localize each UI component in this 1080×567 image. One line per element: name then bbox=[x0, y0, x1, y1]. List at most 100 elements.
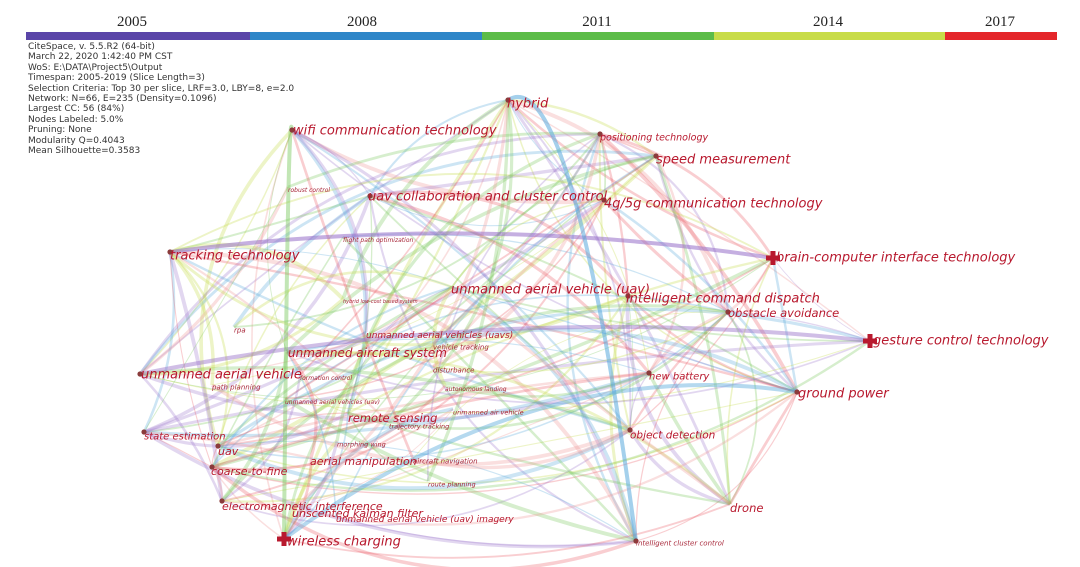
network-edge bbox=[347, 286, 453, 414]
network-edge bbox=[138, 132, 601, 375]
label-autolanding: autonomous landing bbox=[445, 386, 507, 393]
network-edge bbox=[342, 236, 637, 542]
info-line: Modularity Q=0.4043 bbox=[28, 135, 125, 146]
network-edge bbox=[143, 339, 871, 434]
network-edge bbox=[507, 99, 650, 374]
network-edge bbox=[628, 429, 731, 506]
network-edge bbox=[139, 371, 650, 423]
label-aerialmanip: aerial manipulation bbox=[310, 455, 417, 468]
label-uavs: unmanned aerial vehicles (uavs) bbox=[366, 331, 513, 341]
network-edge-strong bbox=[169, 231, 774, 260]
label-trajtrack: trajectory tracking bbox=[389, 422, 449, 430]
network-edge bbox=[284, 155, 657, 400]
network-edge bbox=[143, 431, 213, 468]
network-edge bbox=[726, 257, 774, 505]
network-edge bbox=[221, 408, 454, 505]
network-edge bbox=[286, 330, 367, 356]
network-edge bbox=[142, 251, 176, 433]
network-edge bbox=[211, 371, 650, 469]
network-edge bbox=[635, 391, 798, 542]
label-wireless: wireless charging bbox=[287, 535, 401, 550]
network-edge bbox=[217, 311, 729, 461]
network-edge bbox=[169, 250, 638, 542]
network-edge-strong bbox=[506, 94, 638, 542]
label-aircraftnav: aircraft navigation bbox=[413, 457, 478, 465]
network-edge bbox=[566, 133, 638, 542]
network-edge bbox=[282, 457, 313, 540]
timeline-year-2005: 2005 bbox=[117, 14, 147, 30]
timeline-segment-2011 bbox=[482, 32, 714, 40]
node-wifi bbox=[289, 127, 295, 133]
network-edge bbox=[211, 154, 658, 469]
network-edge bbox=[139, 257, 774, 400]
network-edge bbox=[347, 411, 731, 506]
label-robust: robust control bbox=[288, 187, 330, 194]
network-edge bbox=[625, 295, 732, 506]
network-edge bbox=[347, 311, 729, 430]
network-edge bbox=[728, 391, 799, 505]
citespace-info-panel: CiteSpace, v. 5.5.R2 (64-bit) March 22, 2… bbox=[28, 42, 294, 156]
network-edge bbox=[233, 270, 453, 328]
network-edge bbox=[139, 373, 224, 502]
network-edge bbox=[169, 251, 390, 424]
node-coarse bbox=[209, 464, 215, 470]
network-edge bbox=[432, 311, 729, 374]
node-gesture-burst bbox=[863, 334, 877, 348]
timeline-year-2011: 2011 bbox=[582, 14, 612, 30]
network-edge bbox=[627, 295, 729, 313]
network-edge bbox=[727, 311, 871, 342]
label-emi: electromagnetic interference bbox=[222, 500, 383, 513]
network-edge bbox=[143, 195, 372, 434]
network-edge-strong bbox=[282, 382, 798, 541]
network-edge bbox=[507, 99, 798, 393]
network-edge bbox=[169, 251, 230, 447]
label-coarse: coarse-to-fine bbox=[211, 465, 288, 478]
network-edge bbox=[291, 129, 798, 393]
network-edge bbox=[507, 99, 632, 431]
network-edge bbox=[169, 250, 798, 394]
label-hybridcost: hybrid low-cost based system bbox=[343, 299, 418, 305]
network-edge bbox=[282, 285, 453, 540]
node-groundpower bbox=[794, 389, 800, 395]
timeline-year-2008: 2008 bbox=[347, 14, 377, 30]
network-edge bbox=[143, 198, 605, 434]
network-edge bbox=[139, 365, 631, 432]
node-fourg bbox=[601, 197, 607, 203]
network-edge bbox=[444, 371, 650, 398]
network-edge bbox=[387, 99, 514, 425]
network-edge bbox=[211, 385, 446, 472]
network-edge bbox=[285, 154, 657, 354]
network-edge bbox=[286, 294, 629, 356]
network-edge bbox=[217, 428, 631, 491]
network-edge bbox=[282, 99, 510, 540]
label-uavlong: unmanned aerial vehicle (uav) bbox=[451, 283, 650, 298]
info-line: Selection Criteria: Top 30 per slice, LR… bbox=[28, 83, 295, 94]
network-edge bbox=[211, 466, 223, 502]
network-edge bbox=[335, 155, 657, 518]
label-state: state estimation bbox=[144, 432, 226, 443]
network-edge bbox=[412, 428, 631, 470]
timeline-segment-2008 bbox=[250, 32, 482, 40]
network-edge bbox=[143, 186, 289, 433]
network-edge bbox=[139, 297, 345, 376]
network-edge bbox=[450, 285, 731, 506]
label-objdet: object detection bbox=[630, 430, 715, 442]
network-edge bbox=[217, 257, 774, 447]
network-edge bbox=[602, 198, 729, 314]
network-edge bbox=[654, 155, 732, 505]
network-edge bbox=[291, 128, 638, 542]
network-edge bbox=[647, 155, 685, 374]
network-edge bbox=[368, 195, 637, 542]
network-edge bbox=[286, 340, 871, 405]
label-newbattery: new battery bbox=[649, 372, 710, 383]
network-edge bbox=[427, 133, 601, 482]
network-edge bbox=[139, 286, 453, 376]
network-edge bbox=[341, 98, 510, 300]
network-edge bbox=[251, 129, 293, 540]
network-edge bbox=[507, 98, 657, 157]
node-objdet bbox=[627, 427, 633, 433]
network-edge bbox=[599, 132, 775, 259]
info-line: Mean Silhouette=0.3583 bbox=[28, 146, 141, 157]
node-dispatch bbox=[625, 293, 631, 299]
